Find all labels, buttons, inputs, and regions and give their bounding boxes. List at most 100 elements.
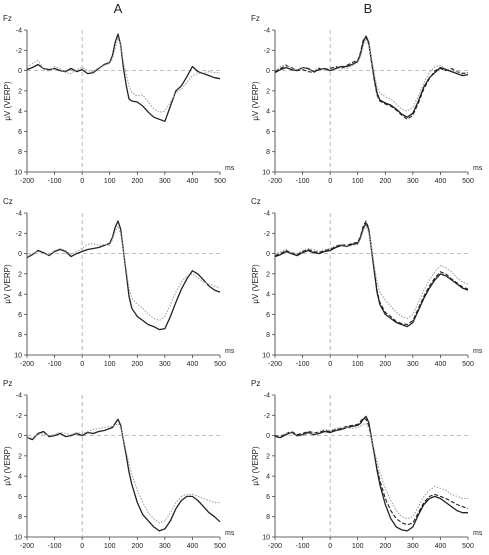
y-tick-label: -4: [264, 211, 270, 218]
x-tick-label: 0: [80, 543, 84, 550]
x-tick-label: 0: [328, 361, 332, 368]
erp-trace-dotted-light: [274, 39, 469, 112]
y-tick-label: 2: [266, 453, 270, 460]
x-tick-label: 0: [80, 178, 84, 185]
y-tick-label: -2: [264, 48, 270, 55]
x-tick-label: -100: [296, 543, 310, 550]
panel-a-cz: Cz µV (VERP) -4 -2 0 2 4 6 8 10-200 -100 0 100 200 300…: [3, 197, 235, 368]
column-label-b: B: [364, 1, 373, 16]
erp-trace-dotted-light: [274, 422, 468, 520]
x-tick-label: 0: [80, 361, 84, 368]
x-unit-label: ms: [473, 530, 483, 537]
x-tick-label: 400: [435, 178, 447, 185]
y-tick-label: 4: [18, 292, 22, 299]
x-tick-label: 500: [214, 361, 226, 368]
x-tick-label: 400: [187, 543, 199, 550]
erp-trace-dashed-dark: [274, 36, 469, 120]
x-tick-label: 300: [159, 361, 171, 368]
y-tick-label: 4: [18, 109, 22, 116]
x-tick-label: 300: [407, 361, 419, 368]
y-tick-label: 6: [266, 312, 270, 319]
x-tick-label: 400: [435, 543, 447, 550]
erp-trace-solid-dark: [26, 418, 221, 532]
y-tick-label: 8: [266, 149, 270, 156]
x-tick-label: 500: [214, 178, 226, 185]
x-tick-label: 200: [379, 543, 391, 550]
column-label-a: A: [114, 1, 123, 16]
x-unit-label: ms: [225, 530, 235, 537]
x-tick-label: 200: [379, 361, 391, 368]
electrode-label: Pz: [251, 379, 260, 388]
x-tick-label: -100: [48, 543, 62, 550]
panel-b-pz: Pz µV (VERP) -4 -2 0 2 4 6 8 10-200 -100 0 100 200 300…: [251, 379, 483, 550]
panel-a-pz: Pz µV (VERP) -4 -2 0 2 4 6 8 10-200 -100 0 100 200 300…: [3, 379, 235, 550]
y-tick-label: 2: [18, 88, 22, 95]
x-tick-label: 100: [104, 361, 116, 368]
x-tick-label: -100: [296, 361, 310, 368]
x-tick-label: 300: [159, 543, 171, 550]
y-tick-label: 10: [262, 170, 270, 177]
x-tick-label: 500: [462, 361, 474, 368]
y-tick-label: 8: [18, 149, 22, 156]
x-tick-label: -100: [48, 361, 62, 368]
y-tick-label: 8: [266, 514, 270, 521]
erp-trace-solid-dark: [274, 35, 469, 118]
x-tick-label: 0: [328, 178, 332, 185]
y-tick-label: 10: [14, 535, 22, 542]
y-axis-label: µV (VERP): [251, 446, 260, 486]
erp-trace-solid-dark: [26, 220, 221, 331]
y-axis-label: µV (VERP): [3, 264, 12, 304]
y-tick-label: 8: [18, 332, 22, 339]
x-tick-label: 500: [462, 543, 474, 550]
electrode-label: Fz: [3, 14, 12, 23]
y-tick-label: 0: [18, 68, 22, 75]
x-tick-label: -100: [296, 178, 310, 185]
x-tick-label: 100: [352, 361, 364, 368]
y-tick-label: 4: [18, 474, 22, 481]
y-tick-label: 2: [18, 453, 22, 460]
x-tick-label: -200: [268, 543, 282, 550]
y-tick-label: -4: [264, 28, 270, 35]
y-axis-label: µV (VERP): [3, 81, 12, 121]
x-tick-label: -200: [268, 361, 282, 368]
x-tick-label: 300: [159, 178, 171, 185]
y-tick-label: 0: [266, 68, 270, 75]
x-tick-label: 100: [352, 178, 364, 185]
x-unit-label: ms: [225, 348, 235, 355]
y-tick-label: -4: [16, 28, 22, 35]
y-tick-label: -2: [264, 413, 270, 420]
y-tick-label: -4: [16, 393, 22, 400]
y-tick-label: 6: [18, 312, 22, 319]
electrode-label: Pz: [3, 379, 12, 388]
electrode-label: Cz: [3, 197, 13, 206]
y-tick-label: 6: [18, 129, 22, 136]
y-axis-label: µV (VERP): [251, 264, 260, 304]
x-tick-label: -200: [20, 543, 34, 550]
erp-trace-dotted-light: [26, 37, 220, 113]
x-tick-label: 400: [435, 361, 447, 368]
y-tick-label: 4: [266, 474, 270, 481]
x-tick-label: -200: [20, 361, 34, 368]
y-tick-label: 8: [18, 514, 22, 521]
x-tick-label: 100: [352, 543, 364, 550]
erp-trace-solid-dark: [274, 222, 469, 328]
y-tick-label: 8: [266, 332, 270, 339]
x-unit-label: ms: [473, 348, 483, 355]
y-tick-label: 4: [266, 292, 270, 299]
x-tick-label: -200: [20, 178, 34, 185]
y-tick-label: 4: [266, 109, 270, 116]
y-tick-label: 10: [262, 535, 270, 542]
x-tick-label: 300: [407, 543, 419, 550]
y-axis-label: µV (VERP): [251, 81, 260, 121]
y-tick-label: -2: [16, 413, 22, 420]
erp-trace-dashed-dark: [274, 220, 469, 326]
x-tick-label: -200: [268, 178, 282, 185]
x-tick-label: 200: [131, 361, 143, 368]
x-tick-label: 400: [187, 178, 199, 185]
x-tick-label: 500: [462, 178, 474, 185]
y-tick-label: 10: [14, 353, 22, 360]
electrode-label: Cz: [251, 197, 261, 206]
y-tick-label: 6: [266, 129, 270, 136]
